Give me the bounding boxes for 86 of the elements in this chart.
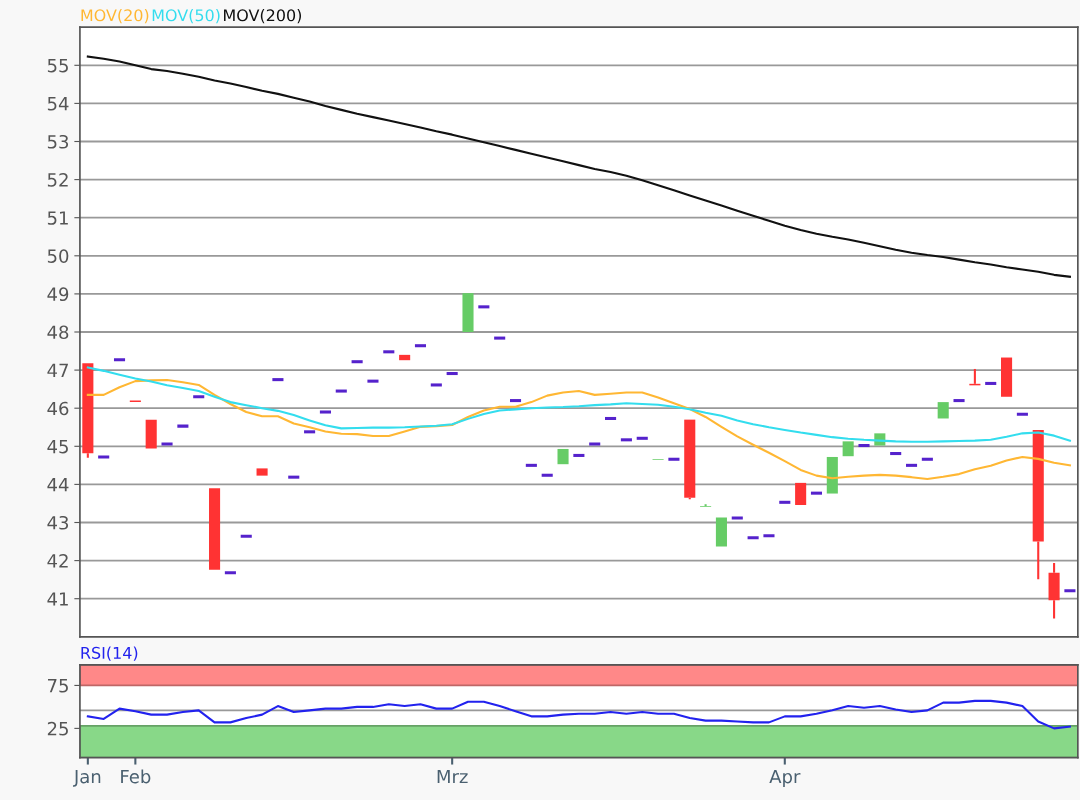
line-series (86, 378, 1071, 481)
candlestick (524, 463, 537, 467)
line-series (86, 699, 1071, 730)
candlestick (1015, 412, 1028, 416)
candlestick (446, 372, 458, 376)
candlestick (715, 517, 727, 547)
candlestick (1064, 589, 1076, 593)
candlestick (193, 395, 205, 399)
candlestick (1048, 561, 1060, 620)
candlestick (98, 455, 111, 459)
candlestick (858, 444, 870, 448)
x-tick-label: Feb (121, 769, 151, 784)
candlestick (747, 536, 759, 540)
y-tick-label: 75 (48, 679, 68, 693)
candlestick (478, 305, 490, 309)
y-tick-label: 25 (47, 721, 68, 736)
candlestick (383, 350, 395, 354)
candlestick (937, 402, 949, 419)
line-series (86, 366, 1071, 443)
candlestick (905, 463, 919, 467)
y-tick-label: 52 (47, 173, 68, 187)
candlestick (557, 448, 569, 465)
candlestick (223, 571, 236, 575)
text: MOV(50) (152, 8, 220, 24)
candlestick (256, 468, 268, 476)
candlestick (304, 430, 317, 434)
candlestick (985, 381, 997, 385)
candlestick (1032, 429, 1044, 581)
candlestick (953, 399, 965, 403)
candlestick (541, 473, 553, 477)
candlestick (779, 500, 791, 504)
line-series (86, 55, 1071, 278)
text: MOV(20) (81, 8, 149, 24)
y-tick-label: 53 (47, 134, 69, 149)
candlestick (318, 410, 331, 414)
candlestick (367, 379, 379, 383)
x-tick-label: Apr (769, 769, 801, 787)
candlestick (240, 534, 252, 538)
candlestick (351, 360, 363, 364)
candlestick (1001, 357, 1013, 397)
y-tick-label: 55 (47, 59, 68, 73)
candlestick (589, 442, 601, 446)
x-tick-label: Mrz (437, 769, 468, 784)
candlestick (842, 441, 854, 457)
candlestick (763, 534, 775, 538)
candlestick (413, 344, 427, 348)
candlestick (809, 491, 823, 495)
candlestick (619, 438, 632, 442)
y-tick-label: 50 (47, 249, 69, 263)
candlestick (288, 475, 300, 479)
y-tick-label: 45 (47, 440, 68, 454)
text: RSI(14) (81, 646, 138, 661)
candlestick (920, 457, 933, 461)
candlestick (573, 453, 585, 457)
y-tick-label: 47 (47, 363, 68, 377)
candlestick (272, 378, 284, 382)
candlestick (795, 482, 807, 505)
y-tick-label: 54 (47, 97, 69, 111)
candlestick (399, 354, 411, 361)
y-tick-label: 49 (47, 287, 69, 302)
y-tick-label: 51 (47, 211, 68, 225)
y-tick-label: 42 (47, 554, 68, 568)
y-tick-label: 48 (47, 325, 69, 340)
text: MOV(200) (224, 8, 302, 24)
y-tick-label: 43 (47, 515, 69, 530)
candlestick (82, 363, 94, 459)
candlestick (731, 516, 743, 520)
candlestick (636, 436, 648, 440)
candlestick (335, 389, 347, 393)
candlestick (890, 452, 903, 456)
candlestick (161, 442, 173, 446)
candlestick (177, 424, 189, 428)
y-tick-label: 41 (47, 592, 68, 606)
candlestick (668, 457, 680, 461)
candlestick (700, 503, 712, 508)
candlestick (429, 383, 442, 387)
candlestick (605, 416, 618, 421)
candlestick (494, 336, 507, 340)
y-tick-label: 44 (47, 478, 69, 492)
y-tick-label: 46 (47, 401, 69, 416)
candlestick (462, 293, 474, 332)
candlestick (509, 399, 523, 403)
candlestick (145, 419, 157, 449)
x-tick-label: Jan (72, 769, 101, 787)
candlestick (826, 456, 838, 494)
candlestick (209, 488, 221, 570)
